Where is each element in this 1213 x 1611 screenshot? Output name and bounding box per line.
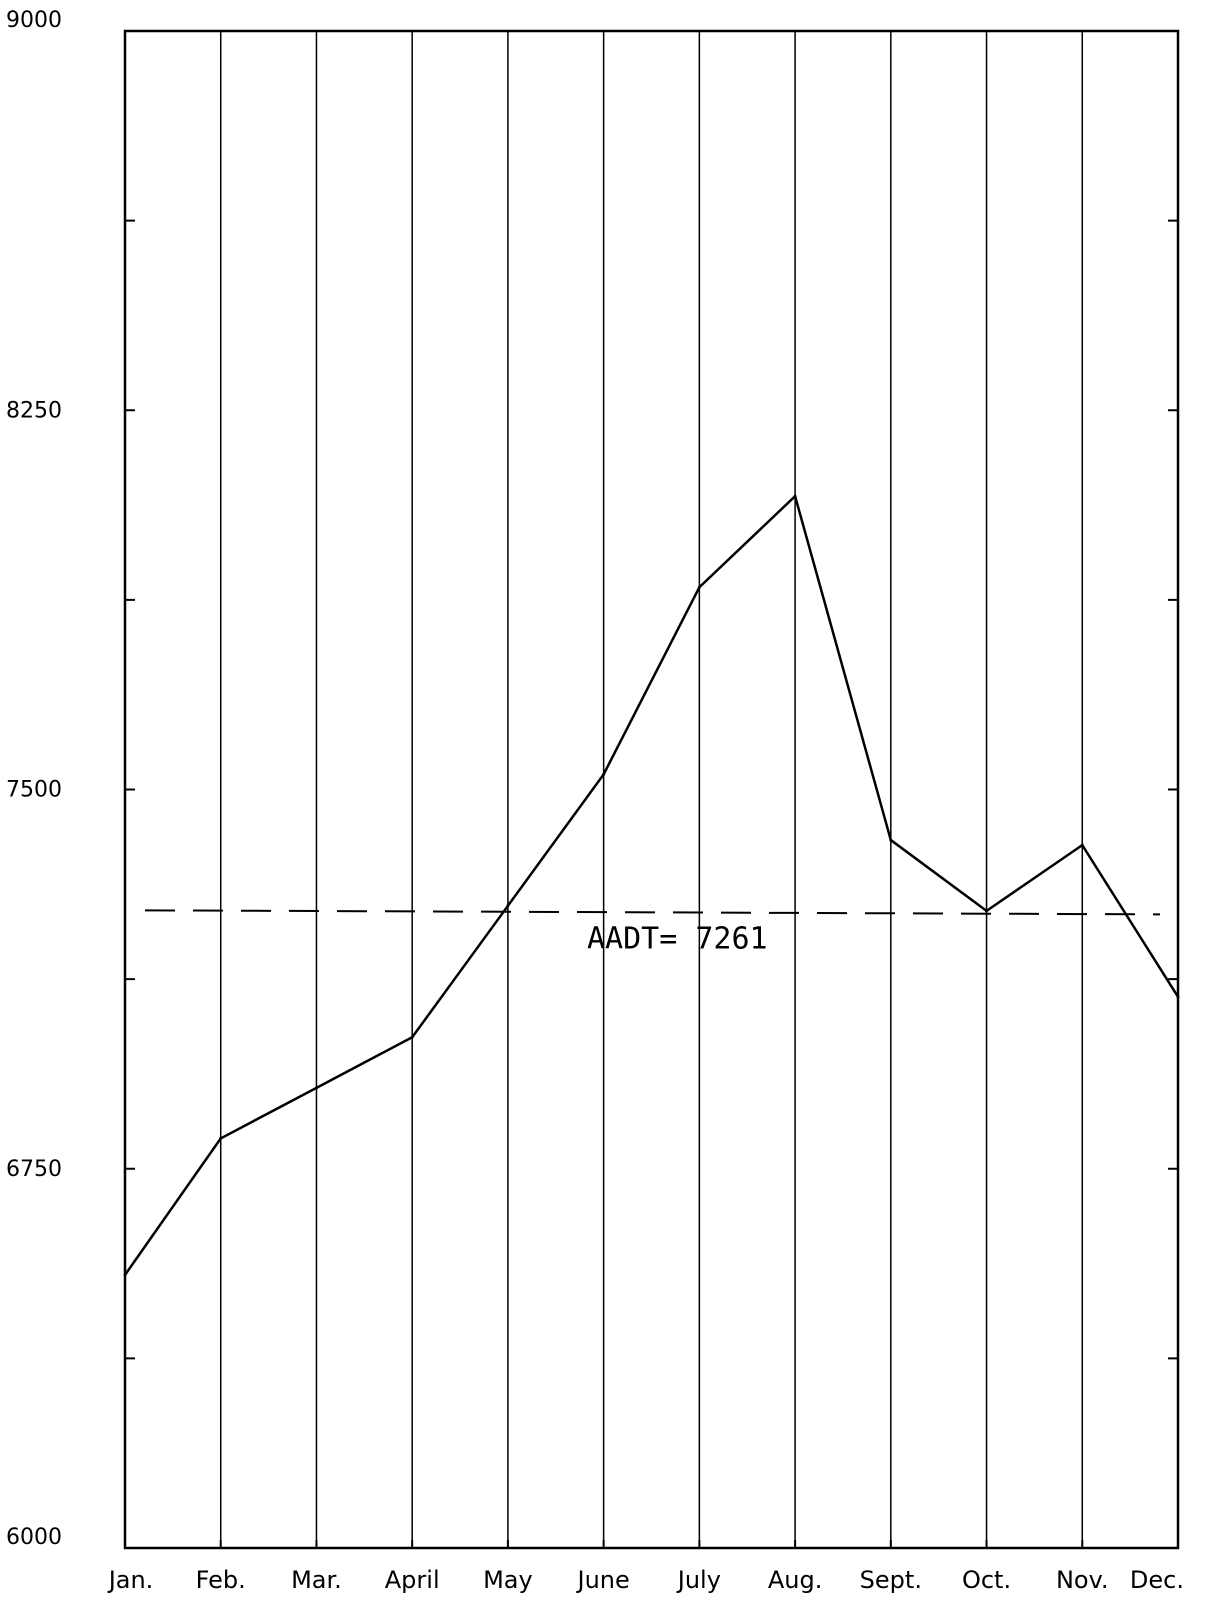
aadt-label: AADT= 7261 bbox=[587, 921, 768, 956]
data-point-nov bbox=[1080, 843, 1084, 847]
data-point-aug bbox=[793, 494, 797, 498]
x-label-12: Dec. bbox=[1130, 1566, 1184, 1594]
vertical-gridlines bbox=[219, 31, 1084, 1548]
plot-border bbox=[123, 29, 1180, 1550]
x-axis-category-labels: Jan. Feb. Mar. April May June July Aug. Sept. Oct… bbox=[107, 1566, 1184, 1594]
y-axis-tick-labels: 6000 6750 7500 8250 9000 bbox=[6, 8, 62, 1550]
x-label-4: April bbox=[385, 1566, 440, 1594]
x-label-11: Nov. bbox=[1056, 1566, 1109, 1594]
x-label-10: Oct. bbox=[962, 1566, 1011, 1594]
data-point-oct bbox=[985, 909, 989, 913]
x-label-1: Jan. bbox=[107, 1566, 154, 1594]
data-point-april bbox=[410, 1035, 414, 1039]
series-line bbox=[123, 493, 1180, 1276]
monthly-traffic-series bbox=[123, 493, 1180, 1277]
plot-frame bbox=[123, 29, 1180, 1550]
data-point-feb bbox=[219, 1136, 223, 1140]
x-label-2: Feb. bbox=[196, 1566, 246, 1594]
x-label-3: Mar. bbox=[291, 1566, 342, 1594]
data-point-jan bbox=[123, 1273, 127, 1277]
x-label-9: Sept. bbox=[860, 1566, 922, 1594]
y-tick-label-8250: 8250 bbox=[6, 398, 62, 423]
y-tick-label-6000: 6000 bbox=[6, 1525, 62, 1550]
x-label-6: June bbox=[576, 1566, 630, 1594]
data-point-july bbox=[697, 585, 701, 589]
x-label-7: July bbox=[676, 1566, 721, 1594]
data-point-june bbox=[602, 772, 606, 776]
data-point-dec bbox=[1176, 995, 1180, 999]
axis-ticks bbox=[124, 30, 1179, 1549]
data-point-sept bbox=[889, 838, 893, 842]
x-label-5: May bbox=[483, 1566, 533, 1594]
aadt-reference: AADT= 7261 bbox=[144, 909, 1161, 956]
data-point-may bbox=[506, 904, 510, 908]
x-label-8: Aug. bbox=[768, 1566, 823, 1594]
y-tick-label-6750: 6750 bbox=[6, 1157, 62, 1182]
y-tick-label-9000: 9000 bbox=[6, 8, 62, 33]
data-point-mar bbox=[314, 1086, 318, 1090]
aadt-dashed-line bbox=[144, 909, 1161, 916]
y-tick-label-7500: 7500 bbox=[6, 778, 62, 803]
